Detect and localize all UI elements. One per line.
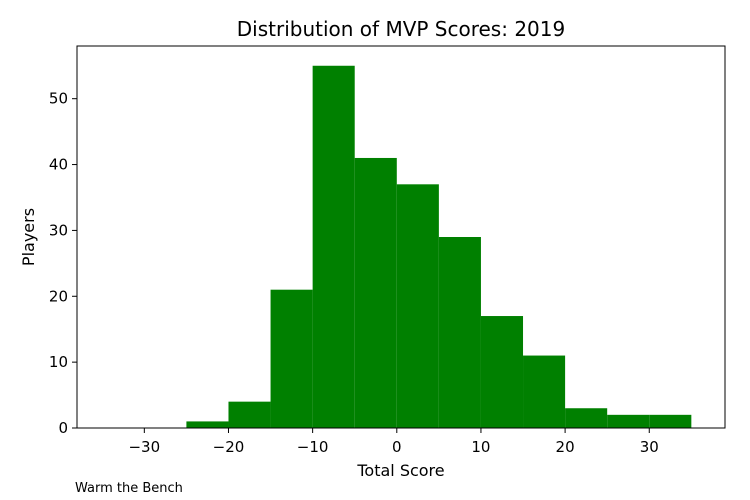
- x-axis-label: Total Score: [356, 461, 444, 480]
- y-tick-label: 0: [58, 419, 68, 437]
- histogram-bar: [270, 289, 313, 428]
- x-tick-label: 10: [471, 438, 490, 456]
- histogram-bar: [354, 157, 397, 428]
- y-tick-label: 40: [49, 156, 68, 174]
- x-tick-label: 30: [640, 438, 659, 456]
- histogram-bar: [228, 401, 271, 428]
- y-tick-label: 20: [49, 287, 68, 305]
- y-axis-label: Players: [19, 208, 38, 266]
- y-axis-ticks: 0 10 20 30 40 50: [49, 90, 77, 437]
- histogram-bar: [396, 184, 439, 428]
- chart-title: Distribution of MVP Scores: 2019: [237, 17, 565, 41]
- y-tick-label: 50: [49, 90, 68, 108]
- x-axis-ticks: −30 −20 −10 0 10 20 30: [128, 428, 659, 456]
- histogram-bar: [480, 316, 524, 428]
- x-tick-label: −30: [128, 438, 160, 456]
- histogram-bars: [186, 65, 692, 429]
- x-tick-label: −10: [297, 438, 329, 456]
- histogram-bar: [186, 421, 229, 428]
- histogram-bar: [438, 237, 481, 428]
- histogram-bar: [565, 408, 608, 428]
- x-tick-label: −20: [213, 438, 245, 456]
- footer-caption: Warm the Bench: [75, 481, 183, 496]
- histogram-bar: [523, 355, 566, 428]
- x-tick-label: 0: [392, 438, 402, 456]
- plot-frame: [76, 45, 726, 429]
- y-tick-label: 10: [49, 353, 68, 371]
- x-tick-label: 20: [556, 438, 575, 456]
- histogram-bar: [649, 414, 692, 428]
- histogram-bar: [607, 414, 650, 428]
- histogram-bar: [312, 65, 355, 429]
- y-tick-label: 30: [49, 221, 68, 239]
